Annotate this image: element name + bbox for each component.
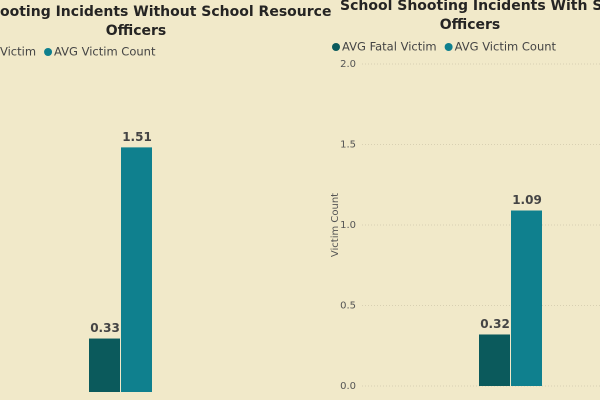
- y-tick-label: 1.0: [340, 220, 356, 231]
- legend-label: AVG Victim Count: [455, 40, 557, 54]
- y-tick-label: 0.0: [340, 381, 356, 392]
- y-axis-title: Victim Count: [330, 193, 341, 257]
- y-tick-label: 2.0: [340, 59, 356, 70]
- legend-marker: [332, 43, 340, 51]
- data-label: 1.51: [122, 130, 152, 144]
- data-label: 0.33: [90, 321, 120, 335]
- bar: [479, 334, 510, 386]
- legend-marker: [44, 48, 53, 56]
- chart-title: Officers: [440, 17, 501, 33]
- chart-title: Officers: [106, 23, 167, 39]
- chart-title: School Shooting Incidents With School R: [340, 0, 600, 14]
- data-label: 0.32: [480, 317, 510, 331]
- data-label: 1.09: [512, 193, 542, 207]
- legend-label: Victim: [0, 45, 36, 59]
- legend-label: AVG Fatal Victim: [342, 40, 437, 54]
- bar: [89, 338, 120, 392]
- legend-marker: [444, 43, 453, 51]
- bar: [511, 210, 542, 386]
- legend-label: AVG Victim Count: [54, 45, 156, 59]
- bar: [121, 147, 152, 392]
- y-tick-label: 0.5: [340, 301, 356, 312]
- y-tick-label: 1.5: [340, 140, 356, 151]
- chart-title: ooting Incidents Without School Resource: [0, 4, 331, 20]
